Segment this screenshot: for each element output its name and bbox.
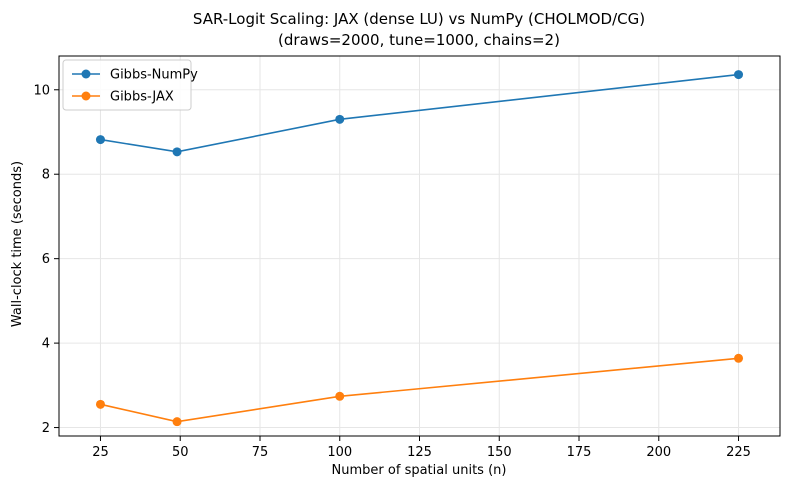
x-tick-label: 125 [407,445,432,460]
data-point-gibbs-numpy [95,135,105,145]
legend-box [62,59,192,111]
y-tick-label: 10 [33,83,50,98]
data-point-gibbs-jax [734,353,744,363]
x-tick-label: 200 [646,445,671,460]
x-tick-label: 225 [726,445,751,460]
y-tick-label: 4 [42,337,50,352]
data-point-gibbs-numpy [734,70,744,80]
y-tick-label: 2 [42,421,50,436]
chart-title: SAR-Logit Scaling: JAX (dense LU) vs Num… [193,10,645,28]
x-tick-label: 75 [252,445,269,460]
data-point-gibbs-jax [95,399,105,409]
y-tick-label: 8 [42,168,50,183]
series-line-gibbs-numpy [100,73,739,153]
x-axis-label: Number of spatial units (n) [332,463,507,478]
x-tick-label: 150 [487,445,512,460]
grid [59,56,780,436]
legend-marker-numpy [81,69,91,79]
legend-label-numpy: Gibbs-NumPy [110,68,198,83]
ticks: 25 50 75 100 125 150 175 200 225 2 4 6 8 10 [33,83,750,460]
legend-label-jax: Gibbs-JAX [110,90,174,105]
y-axis-label: Wall-clock time (seconds) [10,161,25,327]
data-point-gibbs-jax [335,391,345,401]
x-tick-label: 50 [172,445,189,460]
x-tick-label: 25 [92,445,109,460]
legend: Gibbs-NumPy Gibbs-JAX [62,59,198,111]
data-point-gibbs-jax [172,417,182,427]
data-point-gibbs-numpy [172,147,182,157]
data-point-gibbs-numpy [335,114,345,124]
legend-marker-jax [81,91,91,101]
series-layer [95,70,744,427]
y-tick-label: 6 [42,252,50,267]
x-tick-label: 100 [327,445,352,460]
series-line-gibbs-jax [100,357,739,423]
chart-subtitle: (draws=2000, tune=1000, chains=2) [278,31,560,49]
x-tick-label: 175 [567,445,592,460]
